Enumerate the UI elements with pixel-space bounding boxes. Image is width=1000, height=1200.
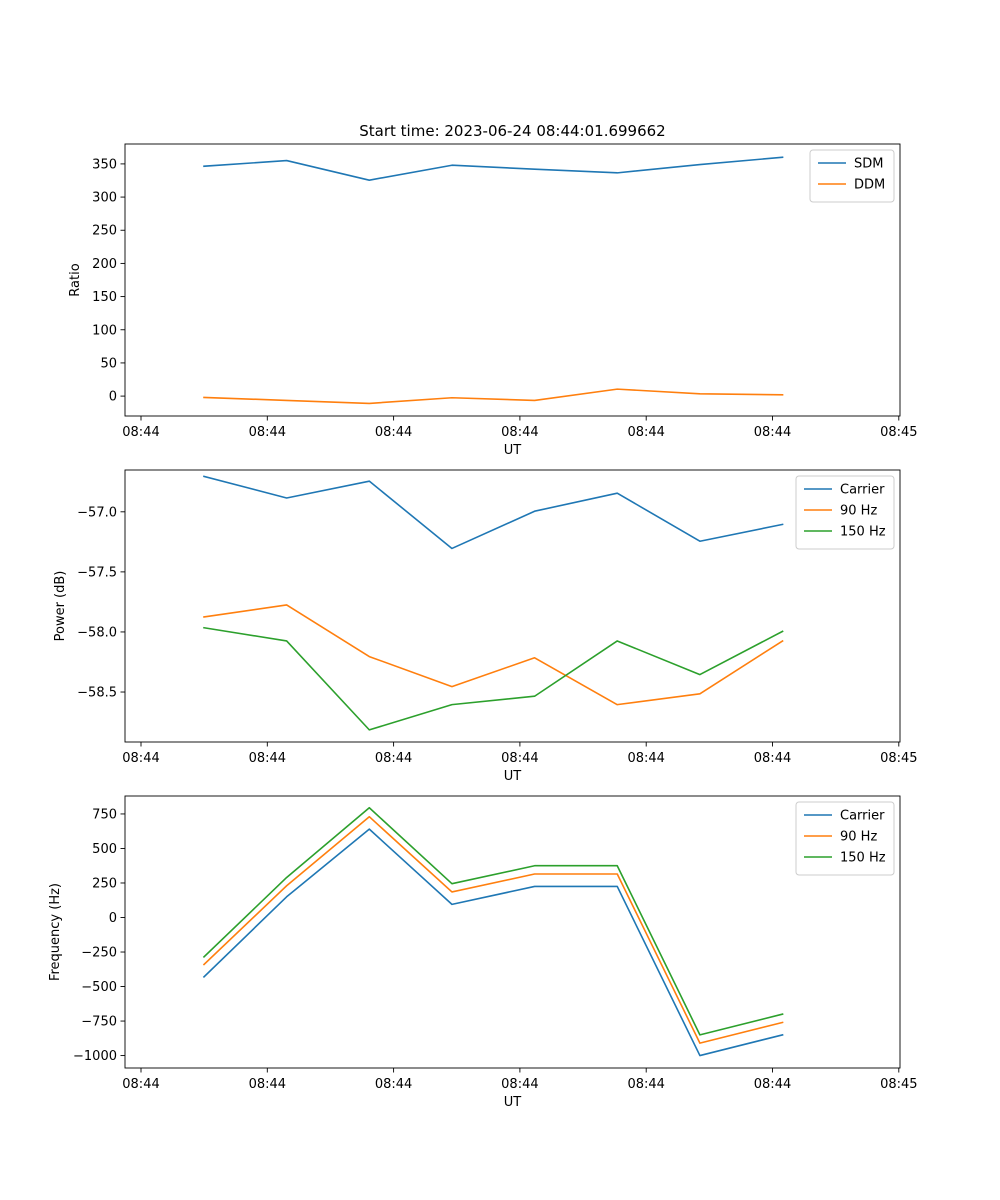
x-tick-label: 08:44 [375,751,412,766]
series-line-1 [203,475,784,550]
legend-label-2: 90 Hz [840,830,877,845]
y-tick-label: −57.5 [77,565,117,580]
x-tick-label: 08:44 [375,425,412,440]
x-axis-label: UT [504,1095,522,1110]
x-tick-label: 08:44 [501,751,538,766]
y-tick-label: 150 [92,290,117,305]
panel-3: 08:44 08:44 08:44 08:44 08:44 08:44 08:45 UT −10… [48,795,918,1110]
x-tick-label: 08:45 [880,425,917,440]
series-line-3 [202,806,784,1036]
y-tick-label: 0 [109,390,117,405]
series-line-1 [203,156,784,181]
y-tick-label: −500 [81,980,117,995]
y-tick-label: −58.0 [77,625,117,640]
series-line-1 [202,828,784,1057]
legend-label-1: Carrier [840,483,885,498]
y-tick-label: 0 [109,911,117,926]
panels: 08:44 08:44 08:44 08:44 08:44 08:44 08:45 UT 0 50… [48,143,918,1110]
y-axis-label: Frequency (Hz) [48,883,63,981]
series-line-2 [203,388,784,405]
x-tick-label: 08:44 [627,751,664,766]
x-tick-label: 08:44 [122,1077,159,1092]
x-tick-label: 08:44 [627,1077,664,1092]
y-tick-label: −58.5 [77,686,117,701]
y-tick-label: −1000 [73,1049,117,1064]
x-axis-label: UT [504,769,522,784]
panel-1: 08:44 08:44 08:44 08:44 08:44 08:44 08:45 UT 0 50… [68,143,918,458]
x-tick-label: 08:44 [754,751,791,766]
x-tick-label: 08:45 [880,751,917,766]
series-line-2 [202,815,784,1044]
y-axis: 0 50 100 150 200 250 300 350 [92,157,125,405]
y-tick-label: 50 [100,356,117,371]
legend-label-2: DDM [854,178,885,193]
chart-title: Start time: 2023-06-24 08:44:01.699662 [359,122,665,140]
y-tick-label: 300 [92,191,117,206]
y-tick-label: 250 [92,876,117,891]
legend: Carrier 90 Hz 150 Hz [795,475,895,550]
series-line-2 [203,604,784,706]
x-tick-label: 08:44 [122,751,159,766]
legend-label-1: SDM [854,157,883,172]
series-group [202,806,784,1057]
panel-2: 08:44 08:44 08:44 08:44 08:44 08:44 08:45 UT −58… [53,469,918,784]
y-tick-label: 500 [92,842,117,857]
axes-frame [124,143,901,417]
axes-frame [124,795,901,1069]
x-tick-label: 08:44 [501,425,538,440]
x-tick-label: 08:44 [501,1077,538,1092]
legend: SDM DDM [809,149,895,203]
legend-label-2: 90 Hz [840,504,877,519]
x-tick-label: 08:44 [122,425,159,440]
legend-label-1: Carrier [840,809,885,824]
series-line-3 [203,626,784,731]
y-axis: −1000 −750 −500 −250 0 250 500 750 [73,807,125,1064]
y-tick-label: 100 [92,323,117,338]
y-tick-label: 350 [92,157,117,172]
x-tick-label: 08:44 [249,751,286,766]
legend-label-3: 150 Hz [840,851,886,866]
x-tick-label: 08:44 [249,1077,286,1092]
y-axis-label: Ratio [68,263,83,296]
y-tick-label: 250 [92,224,117,239]
y-tick-label: 750 [92,807,117,822]
y-axis-label: Power (dB) [53,571,68,642]
x-axis-label: UT [504,443,522,458]
y-tick-label: −57.0 [77,505,117,520]
x-axis: 08:44 08:44 08:44 08:44 08:44 08:44 08:45 [122,1068,918,1092]
y-tick-label: −250 [81,946,117,961]
legend-label-3: 150 Hz [840,525,886,540]
x-axis: 08:44 08:44 08:44 08:44 08:44 08:44 08:45 [122,416,918,440]
legend: Carrier 90 Hz 150 Hz [795,801,895,876]
x-tick-label: 08:44 [627,425,664,440]
x-tick-label: 08:44 [754,1077,791,1092]
y-axis: −58.5 −58.0 −57.5 −57.0 [77,505,125,701]
axes-frame [124,469,901,743]
x-tick-label: 08:44 [754,425,791,440]
x-tick-label: 08:44 [375,1077,412,1092]
series-group [203,156,784,405]
x-tick-label: 08:45 [880,1077,917,1092]
y-tick-label: −750 [81,1015,117,1030]
x-axis: 08:44 08:44 08:44 08:44 08:44 08:44 08:45 [122,742,918,766]
x-tick-label: 08:44 [249,425,286,440]
y-tick-label: 200 [92,257,117,272]
series-group [203,475,784,731]
